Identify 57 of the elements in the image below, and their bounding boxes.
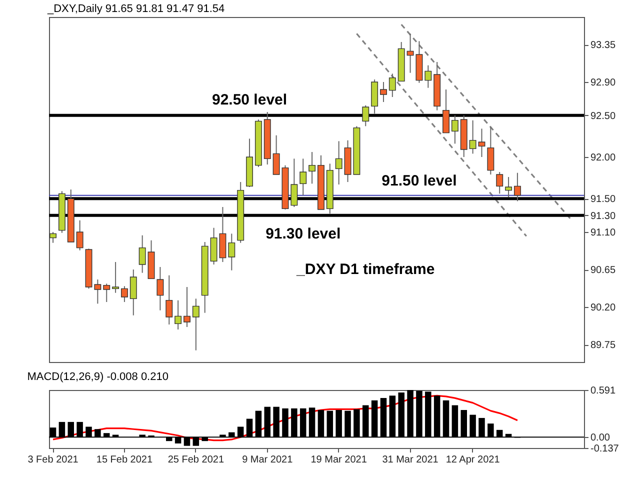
candlestick bbox=[174, 300, 182, 330]
candlestick bbox=[138, 234, 146, 274]
candlestick bbox=[300, 158, 307, 196]
annotation: _DXY D1 timeframe bbox=[296, 260, 435, 278]
candlestick bbox=[290, 158, 298, 208]
candlestick bbox=[451, 114, 458, 144]
candlestick bbox=[156, 266, 164, 311]
x-tick-label: 3 Feb 2021 bbox=[28, 454, 79, 466]
y-tick-label: 93.35 bbox=[590, 40, 616, 51]
y-tick-label: 90.65 bbox=[590, 265, 616, 276]
x-tick-label: 12 Apr 2021 bbox=[446, 454, 500, 466]
candlestick bbox=[76, 220, 84, 251]
candlestick bbox=[380, 82, 387, 102]
candlestick bbox=[469, 120, 476, 154]
candlestick bbox=[496, 172, 504, 194]
candlestick bbox=[487, 126, 494, 175]
y-tick-label: 92.50 bbox=[590, 110, 616, 122]
y-tick-label: 0.591 bbox=[590, 386, 616, 396]
candlestick bbox=[424, 64, 432, 88]
y-tick-label: 89.75 bbox=[590, 340, 616, 351]
candlestick bbox=[228, 233, 236, 271]
y-tick-label: 91.10 bbox=[590, 228, 616, 238]
ref-line-label: 91.50 level bbox=[382, 172, 457, 190]
x-tick-label: 15 Feb 2021 bbox=[96, 454, 153, 466]
candlestick bbox=[505, 176, 512, 198]
y-tick-label: 91.30 bbox=[590, 210, 616, 222]
candlestick bbox=[272, 134, 280, 175]
candlestick bbox=[192, 298, 200, 351]
candlestick bbox=[103, 283, 110, 302]
candlestick bbox=[388, 73, 396, 98]
candlestick bbox=[442, 89, 450, 134]
chart-title: _DXY,Daily 91.65 91.81 91.47 91.54 bbox=[46, 3, 225, 15]
candlestick bbox=[514, 172, 521, 202]
x-tick-label: 25 Feb 2021 bbox=[168, 454, 224, 466]
chart-title: MACD(12,26,9) -0.008 0.210 bbox=[27, 371, 168, 383]
candlestick bbox=[94, 279, 102, 304]
candlestick bbox=[120, 286, 128, 302]
candlestick bbox=[112, 262, 120, 294]
candlestick bbox=[335, 140, 342, 185]
candlestick bbox=[308, 152, 316, 184]
ref-line-label: 91.30 level bbox=[266, 225, 341, 242]
candlestick bbox=[184, 286, 190, 328]
candlestick bbox=[166, 274, 173, 325]
candlestick bbox=[362, 104, 370, 127]
y-tick-label: -0.137 bbox=[590, 444, 620, 454]
candlestick bbox=[478, 128, 486, 158]
x-tick-label: 9 Mar 2021 bbox=[242, 454, 294, 466]
y-tick-label: 92.90 bbox=[590, 78, 616, 88]
x-tick-label: 31 Mar 2021 bbox=[382, 454, 439, 466]
ref-line-label: 92.50 level bbox=[212, 91, 288, 108]
candlestick bbox=[50, 232, 56, 244]
y-tick-label: 91.50 bbox=[590, 194, 616, 206]
y-tick-label: 92.00 bbox=[590, 152, 616, 164]
candlestick bbox=[130, 269, 137, 316]
y-tick-label: 0.00 bbox=[590, 432, 610, 444]
y-tick-label: 90.20 bbox=[590, 302, 616, 314]
x-tick-label: 19 Mar 2021 bbox=[310, 454, 368, 466]
